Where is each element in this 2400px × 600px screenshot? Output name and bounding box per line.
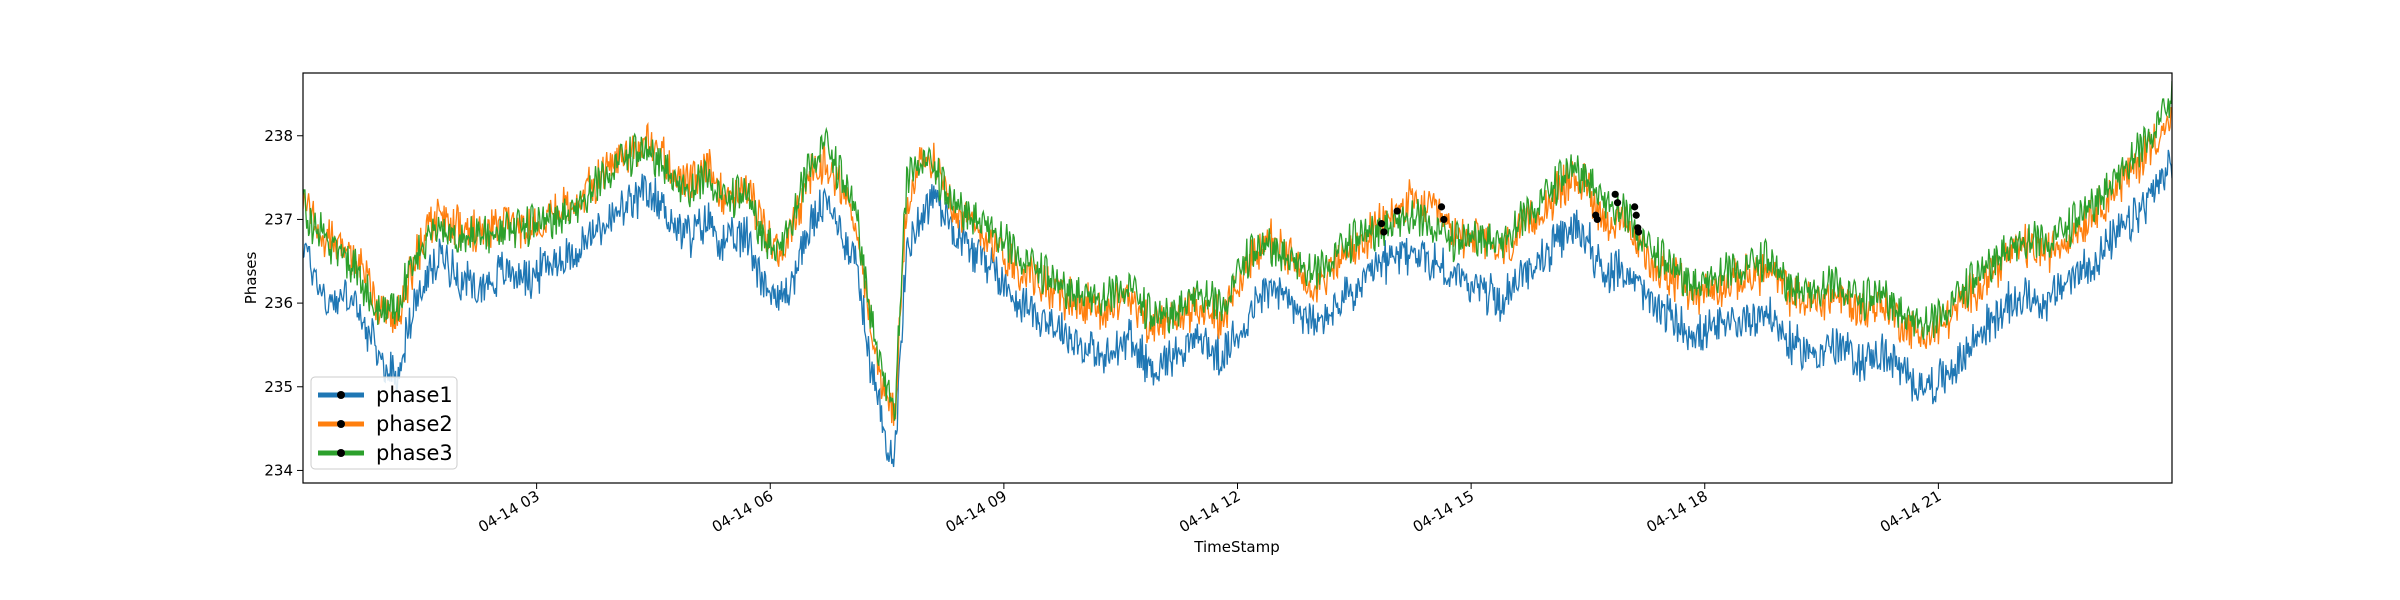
legend-label-phase1: phase1 xyxy=(376,383,453,407)
legend-marker-phase1 xyxy=(337,391,345,399)
event-marker xyxy=(1613,199,1622,207)
legend-label-phase3: phase3 xyxy=(376,441,453,465)
event-marker xyxy=(1393,207,1401,215)
legend-frame xyxy=(310,376,458,470)
event-marker xyxy=(1593,215,1601,224)
x-tick-label: 04-14 09 xyxy=(942,487,1009,536)
x-tick-label: 04-14 12 xyxy=(1176,487,1243,536)
y-tick-label: 237 xyxy=(264,210,293,228)
x-tick-label: 04-14 18 xyxy=(1643,487,1710,536)
x-tick-label: 04-14 15 xyxy=(1410,487,1477,536)
event-marker xyxy=(1440,215,1448,224)
y-tick-label: 238 xyxy=(264,127,293,145)
series-line-phase3 xyxy=(303,80,2172,421)
plot-area xyxy=(302,72,2173,484)
event-marker xyxy=(1634,228,1643,236)
x-axis-label: TimeStamp xyxy=(1193,538,1279,556)
plot-frame xyxy=(302,72,2173,484)
x-axis: 04-14 03 04-14 06 04-14 09 04-14 12 04-14 15… xyxy=(475,483,1944,536)
series-line-phase2 xyxy=(303,106,2172,426)
event-marker xyxy=(1632,211,1640,219)
series-lines xyxy=(303,80,2172,468)
y-axis-label: Phases xyxy=(242,252,260,305)
y-tick-label: 235 xyxy=(264,378,293,396)
event-marker xyxy=(1377,220,1386,228)
event-markers xyxy=(1377,190,1643,236)
x-tick-label: 04-14 06 xyxy=(709,487,776,536)
event-marker xyxy=(1611,190,1619,198)
x-tick-label: 04-14 21 xyxy=(1877,487,1944,536)
legend-marker-phase2 xyxy=(337,420,345,428)
legend: phase1 phase2 phase3 xyxy=(310,376,458,470)
event-marker xyxy=(1380,228,1388,236)
legend-marker-phase3 xyxy=(337,449,345,457)
event-marker xyxy=(1437,203,1446,211)
x-tick-label: 04-14 03 xyxy=(475,487,542,536)
series-line-phase1 xyxy=(303,149,2172,468)
y-axis: 234 235 236 237 238 xyxy=(264,127,303,479)
event-marker xyxy=(1631,203,1639,211)
y-tick-label: 234 xyxy=(264,461,293,479)
legend-label-phase2: phase2 xyxy=(376,412,453,436)
y-tick-label: 236 xyxy=(264,294,293,312)
